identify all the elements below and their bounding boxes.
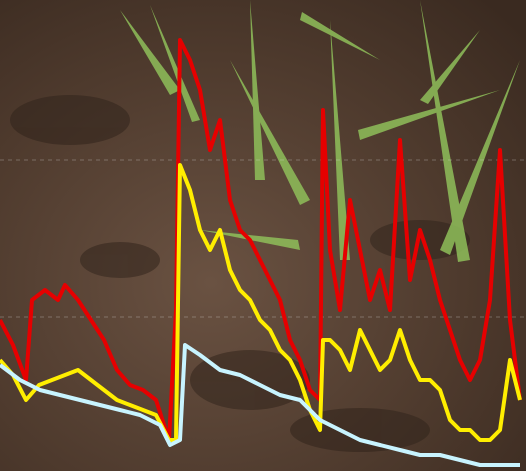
data-line (0, 38, 522, 442)
data-line (0, 343, 520, 467)
data-line (0, 163, 522, 442)
plant-leaves (120, 0, 520, 262)
